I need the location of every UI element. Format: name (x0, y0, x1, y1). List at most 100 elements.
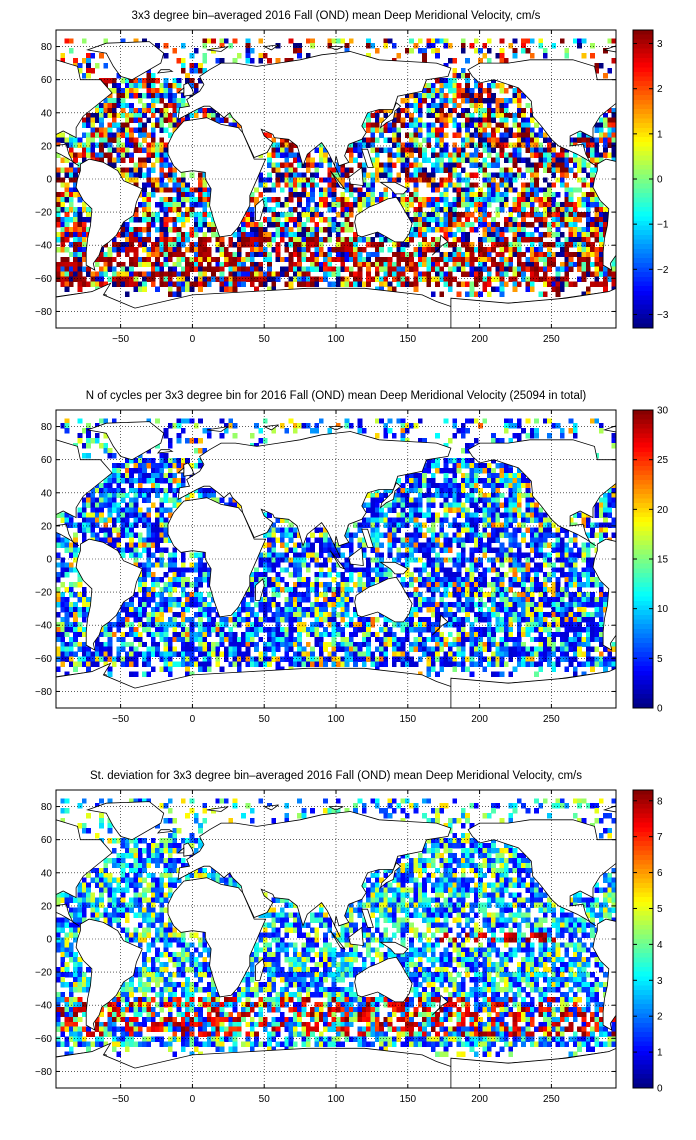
heatmap-cell (486, 522, 492, 528)
heatmap-cell (387, 157, 393, 163)
heatmap-cell (146, 192, 152, 198)
heatmap-cell (262, 532, 268, 538)
heatmap-cell (314, 261, 320, 268)
heatmap-cell (292, 266, 298, 273)
heatmap-cell (297, 212, 302, 218)
heatmap-cell (90, 112, 96, 119)
heatmap-cell (448, 522, 453, 528)
heatmap-cell (516, 552, 522, 558)
heatmap-cell (64, 227, 70, 233)
heatmap-cell (353, 567, 358, 573)
heatmap-cell (465, 251, 470, 258)
heatmap-cell (508, 472, 514, 479)
heatmap-cell (344, 167, 350, 173)
heatmap-cell (435, 48, 440, 54)
heatmap-cell (370, 192, 376, 198)
heatmap-cell (297, 202, 302, 208)
heatmap-cell (396, 547, 402, 553)
heatmap-cell (94, 112, 100, 119)
heatmap-cell (572, 187, 578, 193)
heatmap-cell (508, 552, 514, 558)
heatmap-cell (422, 152, 427, 158)
heatmap-cell (404, 487, 410, 494)
heatmap-cell (133, 492, 139, 499)
heatmap-cell (336, 241, 341, 248)
heatmap-cell (460, 157, 466, 163)
heatmap-cell (590, 197, 595, 203)
heatmap-cell (236, 236, 242, 243)
heatmap-cell (512, 207, 518, 213)
heatmap-cell (73, 187, 78, 193)
heatmap-cell (379, 117, 384, 124)
heatmap-cell (262, 256, 268, 263)
heatmap-cell (443, 207, 449, 213)
heatmap-cell (142, 256, 147, 263)
heatmap-cell (516, 271, 522, 278)
heatmap-cell (568, 167, 574, 173)
heatmap-cell (456, 552, 462, 558)
heatmap-cell (340, 207, 346, 213)
heatmap-cell (370, 132, 376, 139)
heatmap-cell (409, 202, 414, 208)
heatmap-cell (202, 276, 208, 283)
heatmap-cell (94, 107, 100, 114)
heatmap-cell (456, 236, 462, 243)
colorbar-segment (633, 81, 653, 87)
heatmap-cell (310, 532, 315, 538)
heatmap-cell (348, 567, 354, 573)
heatmap-cell (469, 172, 475, 178)
heatmap-cell (452, 467, 458, 474)
heatmap-cell (90, 117, 96, 124)
heatmap-cell (400, 107, 406, 114)
panel-cycle-count: N of cycles per 3x3 degree bin for 2016 … (0, 380, 696, 740)
heatmap-cell (232, 281, 238, 288)
heatmap-cell (439, 517, 445, 523)
heatmap-cell (366, 251, 371, 258)
heatmap-cell (521, 38, 526, 44)
heatmap-cell (590, 231, 595, 238)
heatmap-cell (275, 212, 281, 218)
colorbar-segment (633, 304, 653, 310)
heatmap-cell (68, 152, 74, 158)
heatmap-cell (124, 172, 130, 178)
heatmap-cell (193, 212, 199, 218)
heatmap-cell (172, 423, 178, 429)
heatmap-cell (258, 182, 264, 188)
heatmap-cell (146, 552, 152, 558)
heatmap-cell (456, 172, 462, 178)
heatmap-cell (508, 132, 514, 139)
heatmap-cell (202, 68, 208, 74)
heatmap-cell (318, 532, 324, 538)
heatmap-cell (443, 557, 449, 563)
heatmap-cell (456, 132, 462, 139)
heatmap-cell (193, 227, 199, 233)
heatmap-cell (150, 552, 156, 558)
heatmap-cell (430, 537, 436, 543)
heatmap-cell (103, 492, 109, 499)
heatmap-cell (392, 152, 397, 158)
heatmap-cell (348, 152, 354, 158)
heatmap-cell (585, 532, 591, 538)
heatmap-cell (534, 256, 539, 263)
heatmap-cell (60, 53, 66, 59)
heatmap-cell (374, 487, 380, 494)
heatmap-cell (284, 517, 290, 523)
heatmap-cell (327, 182, 333, 188)
heatmap-cell (581, 547, 587, 553)
heatmap-cell (159, 122, 165, 129)
heatmap-cell (327, 231, 333, 238)
heatmap-cell (555, 281, 561, 288)
heatmap-cell (400, 97, 406, 104)
heatmap-cell (495, 507, 501, 514)
heatmap-cell (344, 256, 350, 263)
heatmap-cell (439, 276, 445, 283)
heatmap-cell (348, 147, 354, 153)
heatmap-cell (603, 217, 608, 223)
heatmap-cell (340, 177, 346, 183)
heatmap-cell (68, 162, 74, 168)
heatmap-cell (547, 231, 552, 238)
heatmap-cell (568, 187, 574, 193)
heatmap-cell (232, 276, 238, 283)
heatmap-cell (202, 172, 208, 178)
heatmap-cell (581, 291, 587, 297)
